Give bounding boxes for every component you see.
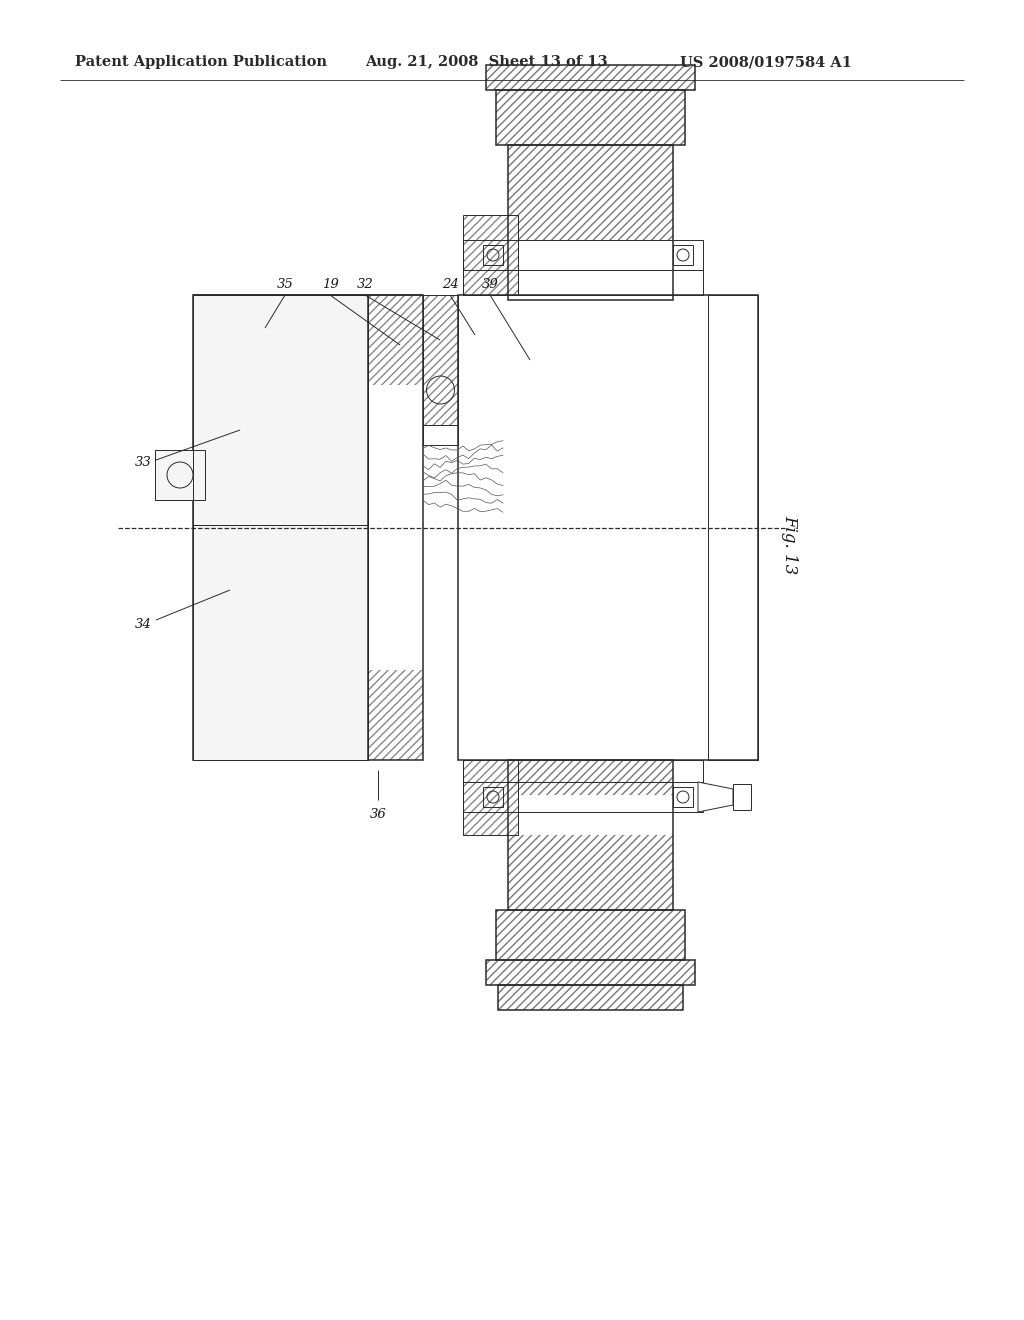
Bar [496, 90, 685, 145]
Bar [193, 294, 368, 385]
Text: 32: 32 [356, 279, 374, 290]
Bar [463, 271, 703, 294]
Bar [463, 240, 703, 271]
Bar [508, 760, 673, 909]
Bar [496, 909, 685, 960]
Bar [423, 294, 458, 425]
Bar [463, 215, 518, 294]
Bar [673, 246, 693, 265]
Bar [498, 985, 683, 1010]
Bar [496, 90, 685, 145]
Text: Patent Application Publication: Patent Application Publication [75, 55, 327, 69]
Bar [463, 215, 518, 294]
Bar [496, 909, 685, 960]
Bar [423, 294, 458, 425]
Bar [193, 294, 368, 525]
Text: 33: 33 [135, 457, 152, 470]
Bar [193, 525, 368, 760]
Bar [463, 781, 703, 812]
Bar [498, 985, 683, 1010]
Text: 35: 35 [276, 279, 293, 290]
Bar [368, 294, 423, 760]
Bar [486, 960, 695, 985]
Text: 34: 34 [135, 618, 152, 631]
Bar [368, 671, 423, 760]
Bar [368, 294, 423, 385]
Bar [483, 246, 503, 265]
Text: Aug. 21, 2008  Sheet 13 of 13: Aug. 21, 2008 Sheet 13 of 13 [365, 55, 607, 69]
Bar [458, 294, 758, 760]
Bar [508, 760, 673, 795]
Bar [508, 145, 673, 205]
Bar [508, 145, 673, 300]
Bar [486, 65, 695, 90]
Bar [463, 760, 518, 836]
Bar [193, 294, 368, 760]
Bar [423, 425, 458, 445]
Bar [463, 760, 518, 836]
Bar [508, 836, 673, 909]
Text: 24: 24 [441, 279, 459, 290]
Bar [486, 960, 695, 985]
Text: 36: 36 [370, 808, 386, 821]
Polygon shape [155, 450, 193, 500]
Bar [486, 65, 695, 90]
Bar [708, 294, 758, 760]
Bar [483, 787, 503, 807]
Bar [508, 205, 673, 240]
Bar [673, 787, 693, 807]
Bar [463, 760, 703, 781]
Text: 39: 39 [481, 279, 499, 290]
Text: Fig. 13: Fig. 13 [781, 515, 799, 574]
Text: US 2008/0197584 A1: US 2008/0197584 A1 [680, 55, 852, 69]
Bar [155, 450, 205, 500]
Bar [193, 294, 368, 385]
Bar [733, 784, 751, 810]
Polygon shape [698, 781, 733, 812]
Text: 19: 19 [322, 279, 338, 290]
